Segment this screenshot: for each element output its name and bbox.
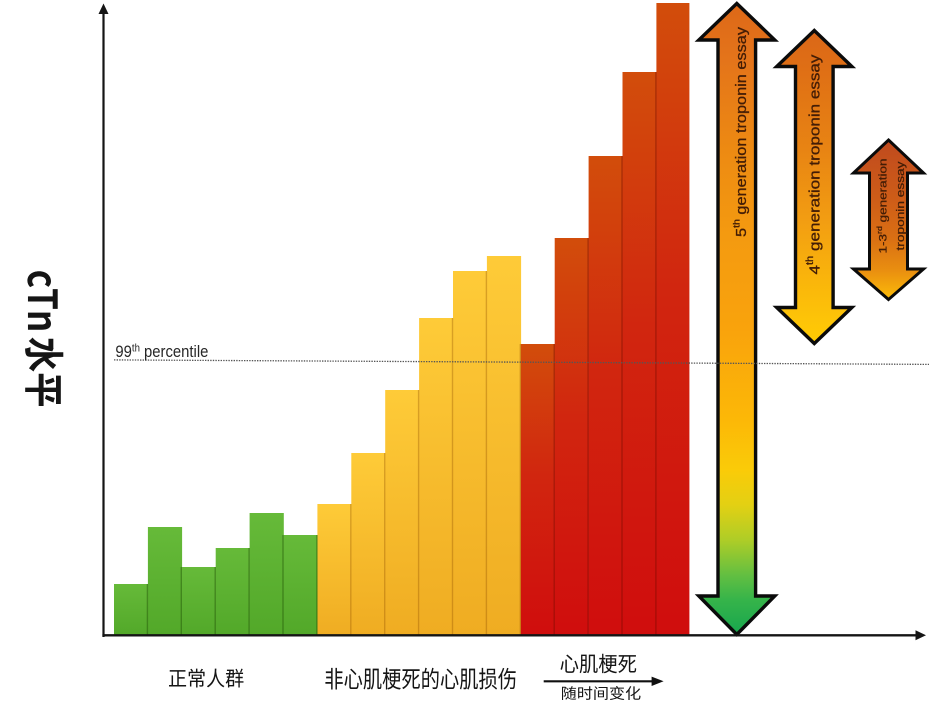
svg-text:99th percentile: 99th percentile <box>115 342 208 361</box>
svg-text:1-3rd generation: 1-3rd generation <box>875 159 890 254</box>
svg-text:troponin essay: troponin essay <box>895 161 907 250</box>
svg-text:4th generation troponin essay: 4th generation troponin essay <box>805 54 824 275</box>
svg-text:5th generation troponin essay: 5th generation troponin essay <box>731 26 750 237</box>
